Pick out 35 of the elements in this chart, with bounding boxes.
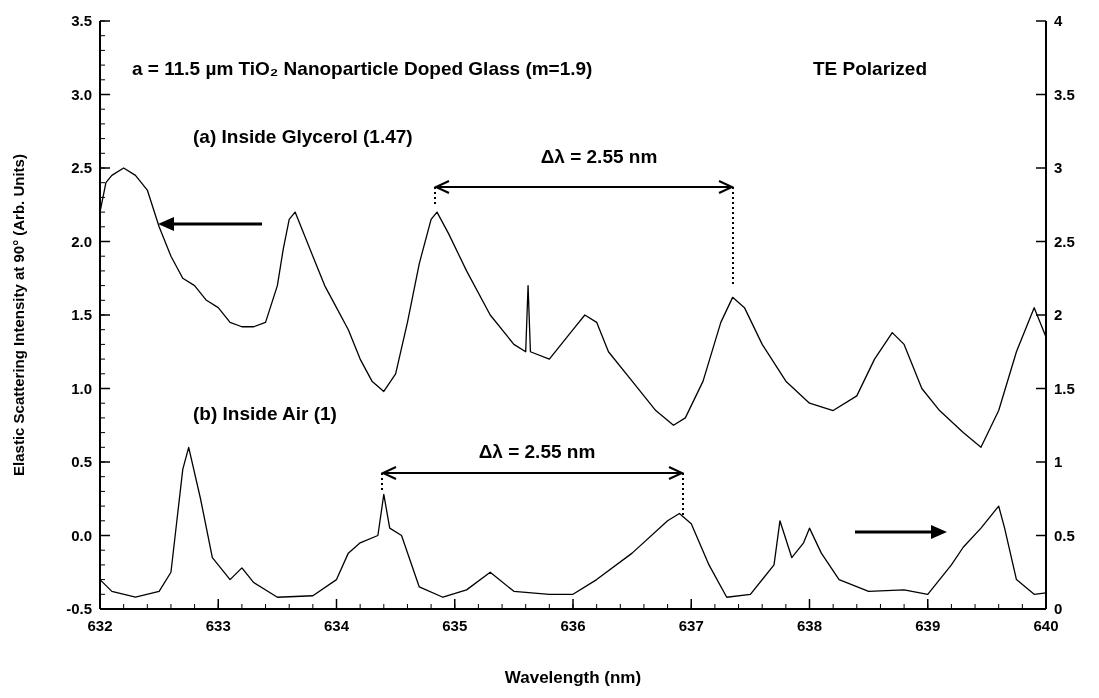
x-tick-label: 638 (796, 617, 823, 634)
y-tick-label: 0.0 (71, 526, 92, 544)
y2-tick-label: 0.5 (1054, 526, 1075, 544)
y-tick-label: -0.5 (66, 600, 92, 617)
y2-tick-label: 0 (1054, 600, 1063, 617)
x-tick-label: 633 (205, 617, 231, 634)
x-tick-label: 639 (915, 617, 941, 634)
annotation: (b) Inside Air (1) (193, 403, 337, 424)
annotation: Δλ = 2.55 nm (540, 146, 658, 167)
y2-tick-label: 1.5 (1054, 379, 1075, 397)
y-tick-label: 2.0 (71, 232, 92, 250)
y2-tick-label: 3 (1054, 159, 1063, 176)
y-tick-label: 3.0 (71, 85, 92, 103)
y-tick-label: 1.0 (71, 379, 92, 397)
text: a = 11.5 µm TiO₂ Nanoparticle Doped Glass (m=1.9) (132, 58, 593, 79)
y-tick-label: 1.5 (71, 306, 92, 323)
x-tick-label: 636 (560, 617, 586, 634)
x-tick-label: 634 (323, 617, 350, 634)
y2-tick-label: 3.5 (1054, 85, 1075, 103)
x-tick-label: 637 (678, 617, 704, 634)
annotation: (a) Inside Glycerol (1.47) (193, 126, 413, 147)
x-axis-title: Wavelength (nm) (504, 668, 642, 687)
x-tick-label: 635 (442, 617, 468, 634)
y2-tick-label: 1 (1054, 453, 1063, 470)
x-tick-label: 632 (87, 617, 113, 634)
y2-tick-label: 2.5 (1054, 232, 1075, 250)
y2-tick-label: 4 (1054, 12, 1063, 29)
text: TE Polarized (813, 58, 928, 79)
y-tick-label: 0.5 (71, 453, 92, 470)
x-tick-label: 640 (1033, 617, 1059, 634)
y-axis-title: Elastic Scattering Intensity at 90° (Arb. Units) (10, 154, 27, 476)
y-tick-label: 2.5 (71, 159, 92, 176)
y2-tick-label: 2 (1054, 306, 1063, 323)
annotation: Δλ = 2.55 nm (478, 441, 596, 462)
y-tick-label: 3.5 (71, 12, 92, 29)
